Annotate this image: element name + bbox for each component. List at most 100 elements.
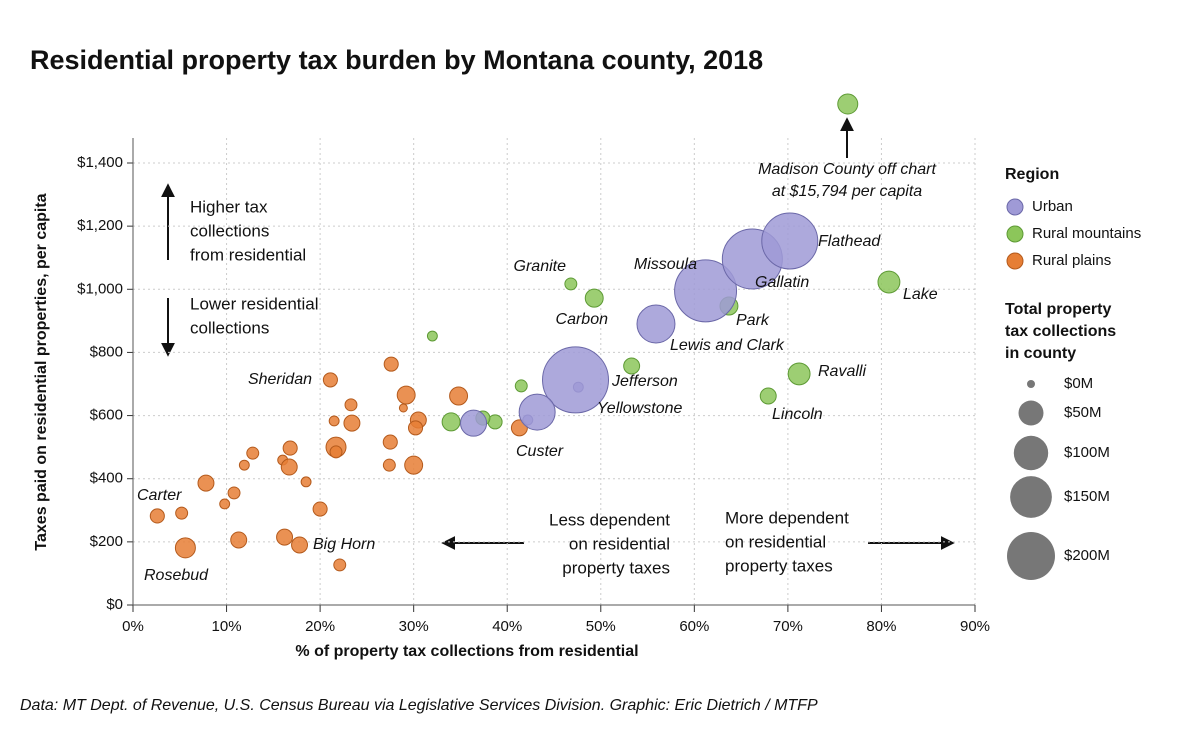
- y-tick-label: $0: [106, 596, 123, 613]
- x-tick-label: 50%: [586, 618, 616, 635]
- x-tick-label: 40%: [492, 618, 522, 635]
- point-label: Carbon: [556, 311, 609, 328]
- bubble: [230, 531, 248, 549]
- point-label: Ravalli: [818, 363, 866, 380]
- annotation: property taxes: [725, 556, 833, 575]
- bubble: [219, 498, 231, 510]
- point-label: Park: [736, 312, 770, 329]
- y-tick-label: $400: [90, 470, 123, 487]
- y-tick-label: $1,000: [77, 280, 123, 297]
- bubble: [787, 362, 811, 386]
- x-tick-label: 30%: [399, 618, 429, 635]
- bubble: [759, 387, 777, 405]
- bubble: [276, 528, 294, 546]
- bubble: [383, 356, 399, 372]
- point-label: Lincoln: [772, 406, 823, 423]
- annotation: Madison County off chart: [758, 161, 936, 178]
- annotation: on residential: [725, 532, 826, 551]
- bubble: [396, 385, 416, 405]
- x-tick-label: 60%: [679, 618, 709, 635]
- bubble: [246, 446, 260, 460]
- y-tick-label: $200: [90, 533, 123, 550]
- bubble: [404, 455, 424, 475]
- annotation: More dependent: [725, 508, 849, 527]
- source-note: Data: MT Dept. of Revenue, U.S. Census B…: [20, 697, 818, 714]
- bubble: [322, 372, 338, 388]
- bubble: [238, 459, 250, 471]
- size-legend-circle: [1027, 380, 1035, 388]
- size-legend-label: $0M: [1064, 375, 1093, 392]
- x-tick-label: 0%: [122, 618, 144, 635]
- bubble: [426, 330, 438, 342]
- point-label: Lewis and Clark: [670, 337, 785, 354]
- bubble: [329, 445, 343, 459]
- bubble: [174, 537, 196, 559]
- size-legend-label: $150M: [1064, 488, 1110, 505]
- annotation: Higher tax: [190, 197, 268, 216]
- y-tick-label: $600: [90, 407, 123, 424]
- point-label: Rosebud: [144, 567, 209, 584]
- size-legend-circle: [1010, 476, 1052, 518]
- point-label: Flathead: [818, 233, 881, 250]
- y-tick-label: $800: [90, 343, 123, 360]
- bubble: [518, 393, 556, 431]
- legend-swatch: [1006, 198, 1024, 216]
- bubble: [333, 558, 347, 572]
- bubble: [407, 420, 424, 436]
- bubble: [584, 288, 604, 308]
- point-label: Lake: [903, 286, 938, 303]
- point-label: Missoula: [634, 256, 697, 273]
- bubble: [291, 536, 309, 554]
- point-label: Granite: [514, 258, 567, 275]
- x-axis-label: % of property tax collections from resid…: [295, 643, 638, 660]
- bubble: [175, 506, 189, 520]
- bubble: [877, 270, 901, 294]
- off-chart-bubble: [837, 93, 859, 115]
- size-legend-label: $50M: [1064, 404, 1102, 421]
- point-label: Yellowstone: [597, 400, 682, 417]
- bubble: [449, 386, 469, 406]
- legend-label: Urban: [1032, 198, 1073, 215]
- bubble: [398, 403, 408, 413]
- x-tick-label: 70%: [773, 618, 803, 635]
- bubble: [312, 501, 328, 517]
- x-tick-label: 10%: [212, 618, 242, 635]
- point-label: Gallatin: [755, 274, 809, 291]
- bubble: [328, 415, 340, 427]
- chart-title: Residential property tax burden by Monta…: [30, 45, 763, 75]
- annotation: on residential: [569, 534, 670, 553]
- annotation: Less dependent: [549, 510, 670, 529]
- bubble: [300, 476, 312, 488]
- y-tick-label: $1,200: [77, 217, 123, 234]
- size-legend-label: $200M: [1064, 547, 1110, 564]
- bubble: [674, 259, 738, 323]
- bubble: [282, 440, 298, 456]
- point-label: Carter: [137, 487, 182, 504]
- annotation: property taxes: [562, 558, 670, 577]
- bubble: [623, 357, 641, 375]
- bubble: [382, 434, 398, 450]
- annotation: collections: [190, 221, 269, 240]
- bubble: [636, 304, 676, 344]
- bubble: [514, 379, 528, 393]
- size-legend-title: Total property: [1005, 301, 1111, 318]
- bubble: [343, 414, 361, 432]
- x-tick-label: 90%: [960, 618, 990, 635]
- size-legend-circle: [1018, 400, 1044, 426]
- legend-label: Rural plains: [1032, 252, 1111, 269]
- annotation: at $15,794 per capita: [772, 183, 922, 200]
- size-legend-title: in county: [1005, 345, 1076, 362]
- size-legend-title: tax collections: [1005, 323, 1116, 340]
- y-axis-label: Taxes paid on residential properties, pe…: [33, 193, 50, 550]
- bubble: [149, 508, 165, 524]
- x-tick-label: 80%: [866, 618, 896, 635]
- bubble: [564, 277, 578, 291]
- bubble: [460, 409, 488, 437]
- size-legend-label: $100M: [1064, 444, 1110, 461]
- point-label: Jefferson: [611, 373, 678, 390]
- bubble: [761, 212, 819, 270]
- bubble: [441, 412, 461, 432]
- bubble: [280, 458, 298, 476]
- bubble: [542, 346, 610, 414]
